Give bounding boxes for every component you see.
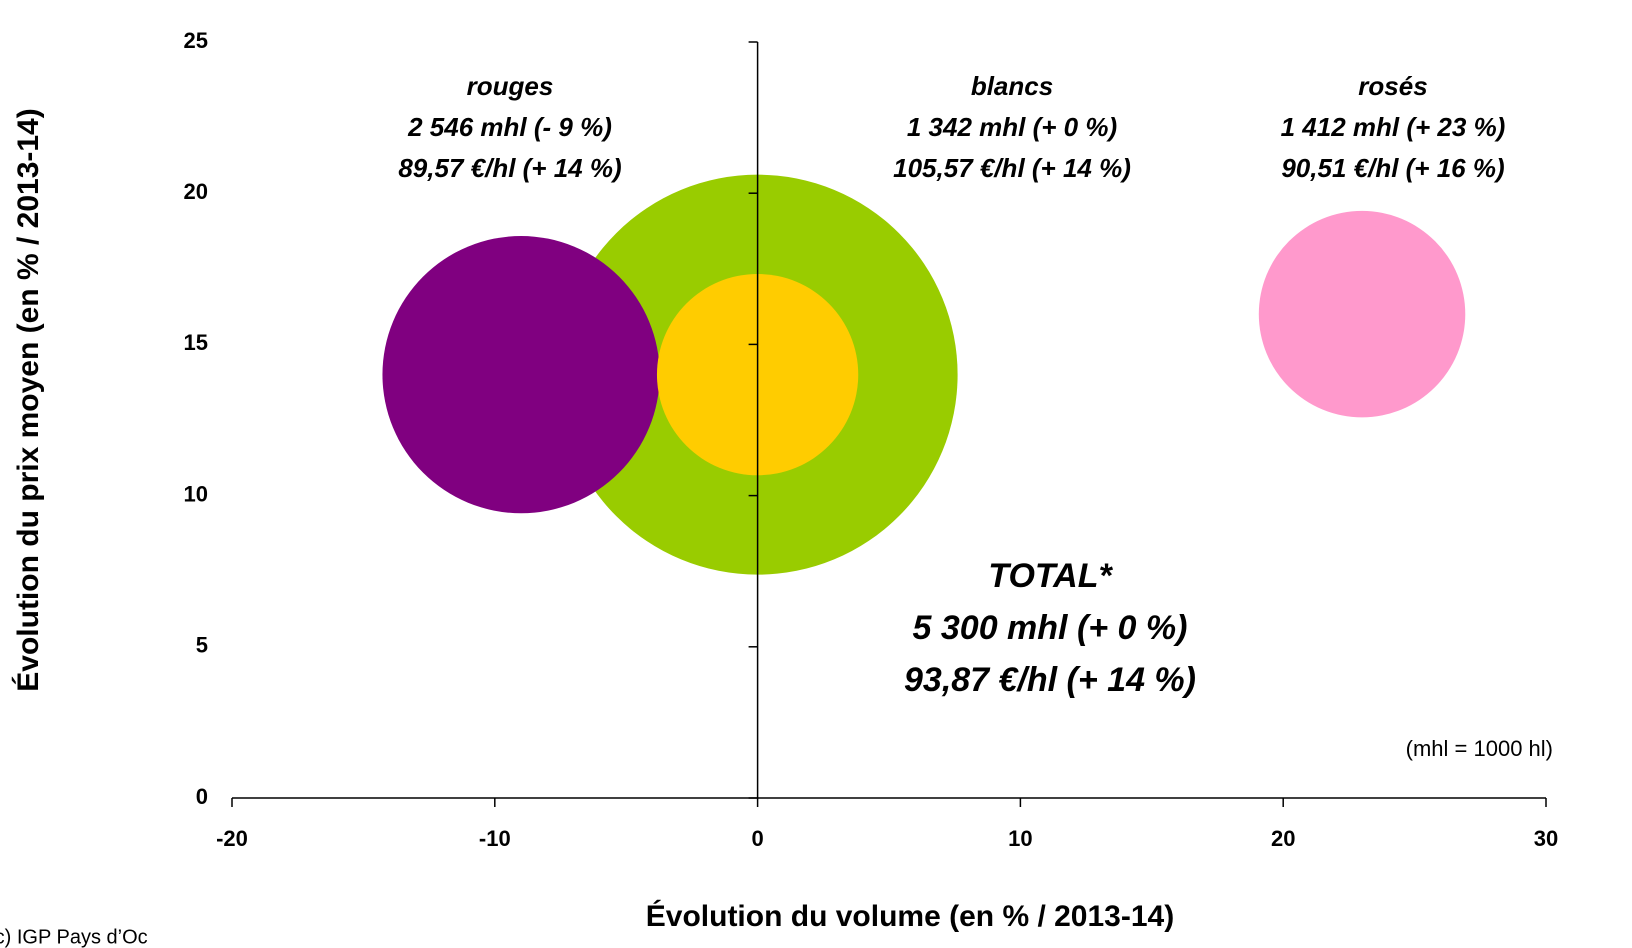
y-tick-label: 10 xyxy=(184,481,208,506)
x-tick-label: 30 xyxy=(1534,826,1558,851)
series-label: 90,51 €/hl (+ 16 %) xyxy=(1281,153,1504,183)
series-label: 89,57 €/hl (+ 14 %) xyxy=(398,153,621,183)
series-label: 93,87 €/hl (+ 14 %) xyxy=(904,661,1196,699)
y-tick-label: 20 xyxy=(184,179,208,204)
series-name: rosés xyxy=(1358,71,1427,101)
series-name: TOTAL* xyxy=(988,557,1113,595)
series-label: 1 342 mhl (+ 0 %) xyxy=(907,112,1117,142)
y-tick-label: 0 xyxy=(196,784,208,809)
series-name: rouges xyxy=(467,71,554,101)
x-tick-label: 10 xyxy=(1008,826,1032,851)
x-tick-label: 20 xyxy=(1271,826,1295,851)
y-tick-label: 15 xyxy=(184,330,208,355)
series-label: 105,57 €/hl (+ 14 %) xyxy=(893,153,1131,183)
x-tick-label: 0 xyxy=(751,826,763,851)
series-label: 2 546 mhl (- 9 %) xyxy=(407,112,612,142)
y-tick-label: 25 xyxy=(184,28,208,53)
source: (c) IGP Pays d’Oc xyxy=(0,926,148,948)
bubble xyxy=(382,236,660,514)
series-label: 1 412 mhl (+ 23 %) xyxy=(1281,112,1506,142)
y-tick-label: 5 xyxy=(196,633,208,658)
series-label: 5 300 mhl (+ 0 %) xyxy=(913,609,1188,647)
series-name: blancs xyxy=(971,71,1053,101)
x-tick-label: -10 xyxy=(479,826,511,851)
note: (mhl = 1000 hl) xyxy=(1406,736,1553,761)
bubble xyxy=(1258,210,1466,418)
x-axis-title: Évolution du volume (en % / 2013-14) xyxy=(646,899,1174,933)
y-axis-title: Évolution du prix moyen (en % / 2013-14) xyxy=(11,108,45,691)
x-tick-label: -20 xyxy=(216,826,248,851)
